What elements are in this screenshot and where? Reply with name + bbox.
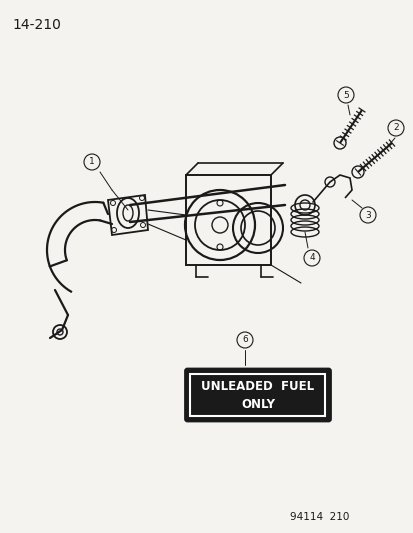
Text: UNLEADED  FUEL: UNLEADED FUEL — [201, 381, 314, 393]
FancyBboxPatch shape — [185, 369, 330, 421]
FancyBboxPatch shape — [190, 374, 325, 416]
Text: 5: 5 — [342, 91, 348, 100]
Text: 14-210: 14-210 — [12, 18, 61, 32]
Text: 4: 4 — [309, 254, 314, 262]
Text: ONLY: ONLY — [240, 399, 274, 411]
Text: 1: 1 — [89, 157, 95, 166]
Text: 94114  210: 94114 210 — [289, 512, 349, 522]
Text: 6: 6 — [242, 335, 247, 344]
Text: 2: 2 — [392, 124, 398, 133]
Text: 3: 3 — [364, 211, 370, 220]
Bar — [185, 175, 271, 265]
